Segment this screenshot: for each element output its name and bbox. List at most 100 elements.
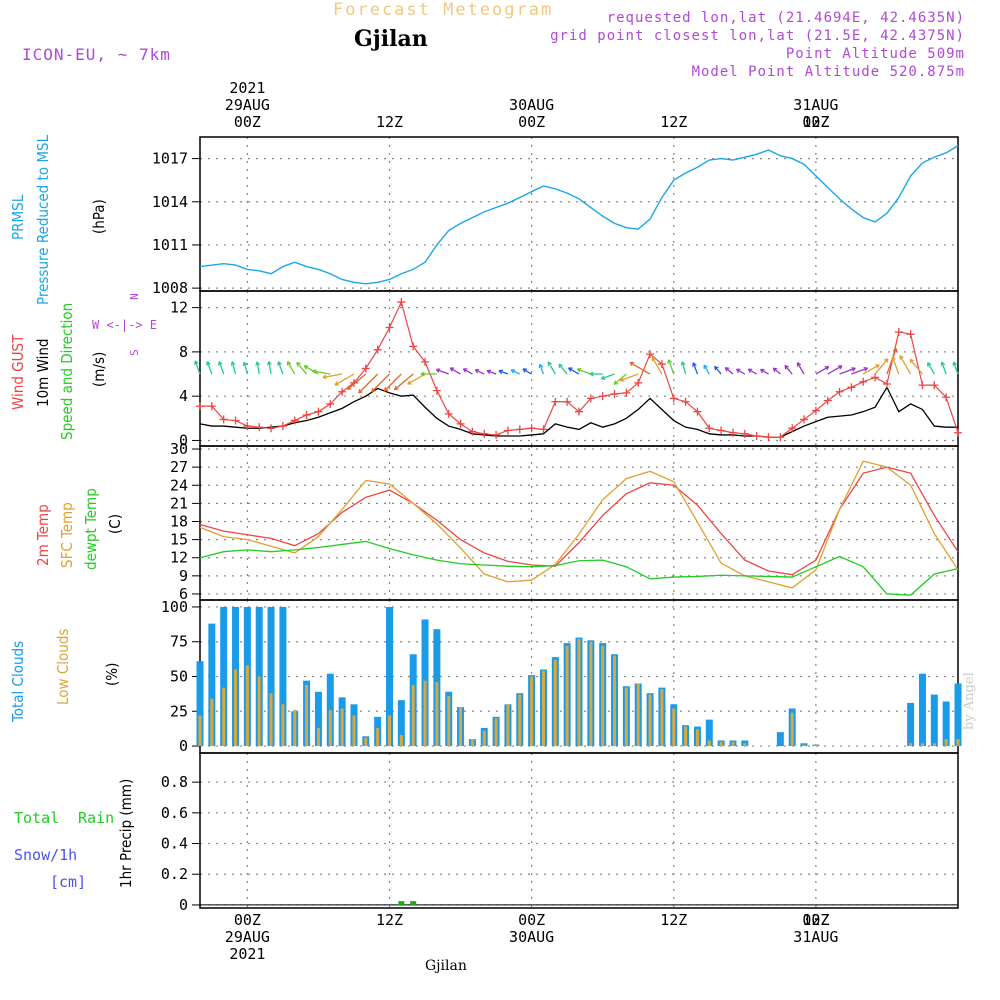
wind-arrow	[577, 368, 592, 375]
wind-arrowhead	[538, 363, 544, 369]
low-cloud-bar	[470, 739, 474, 747]
y-tick-label: 0.2	[161, 865, 188, 883]
wind-arrow	[358, 373, 379, 394]
wind-arrow	[474, 369, 485, 375]
y-tick-label: 30	[170, 440, 188, 458]
gust-marker	[811, 406, 820, 415]
wind-arrowhead	[629, 361, 634, 367]
gust-marker	[314, 407, 323, 416]
wind-arrowhead	[449, 367, 455, 372]
gust-marker	[835, 387, 844, 396]
low-cloud-bar	[352, 715, 356, 747]
gust-marker	[586, 394, 595, 403]
low-cloud-bar	[956, 739, 960, 747]
gust-marker	[326, 399, 335, 408]
y-tick-label: 1011	[152, 236, 188, 254]
low-cloud-bar	[577, 638, 581, 747]
wind-arrowhead	[747, 368, 753, 373]
wind-arrowhead	[940, 361, 946, 367]
wind-arrowhead	[498, 369, 503, 375]
wind-arrow	[463, 368, 473, 375]
low-cloud-bar	[743, 743, 747, 747]
gust-marker	[397, 298, 406, 307]
gust-marker	[669, 394, 678, 403]
gust-marker	[693, 407, 702, 416]
gust-marker	[657, 360, 666, 369]
wind-arrow	[322, 373, 343, 379]
wind-arrow	[772, 367, 781, 375]
wind-arrow	[498, 370, 509, 375]
gust-marker	[788, 424, 797, 433]
y-tick-label: 8	[179, 343, 188, 361]
low-cloud-bar	[222, 687, 226, 747]
low-cloud-bar	[399, 734, 403, 747]
wind-arrow	[243, 361, 249, 375]
rain-bar	[410, 901, 417, 905]
y-tick-label: 0.6	[161, 804, 188, 822]
gust-marker	[752, 432, 761, 441]
time-label: 2021 29AUG 00Z	[224, 79, 270, 131]
wind-arrow	[629, 361, 651, 375]
time-label: 31AUG 00Z	[793, 96, 839, 131]
wind-arrow	[724, 367, 734, 375]
wind-arrowhead	[510, 369, 516, 374]
gust-marker	[219, 415, 228, 424]
wind-arrow	[874, 358, 889, 375]
low-cloud-bar	[364, 737, 368, 747]
wind-arrowhead	[952, 361, 958, 367]
wind-arrow	[558, 363, 568, 375]
gust-marker	[468, 427, 477, 436]
wind-arrowhead	[334, 381, 339, 386]
gust-marker	[740, 429, 749, 438]
y-tick-label: 1008	[152, 279, 188, 297]
low-cloud-bar	[198, 715, 202, 747]
gust-marker	[349, 378, 358, 387]
low-cloud-bar	[305, 684, 309, 747]
low-cloud-bar	[695, 729, 699, 747]
total-cloud-bar	[386, 606, 393, 747]
low-cloud-bar	[447, 695, 451, 747]
y-tick-label: 4	[179, 387, 188, 405]
low-cloud-bar	[802, 744, 806, 747]
y-tick-label: 0	[179, 896, 188, 914]
sfc-temp-line	[199, 460, 959, 589]
wind-arrowhead	[547, 361, 553, 366]
wind-arrow	[714, 365, 722, 375]
low-cloud-bar	[281, 704, 285, 747]
low-cloud-bar	[459, 707, 463, 747]
y-tick-label: 50	[170, 668, 188, 686]
wind-arrowhead	[474, 368, 480, 374]
wind-arrowhead	[589, 371, 594, 377]
low-cloud-bar	[435, 682, 439, 747]
gust-marker	[255, 423, 264, 432]
wind-arrow	[953, 361, 959, 375]
wind-arrow	[703, 364, 710, 375]
gust-marker	[456, 419, 465, 428]
gust-marker	[705, 424, 714, 433]
wind-arrow	[206, 361, 213, 375]
low-cloud-bar	[909, 743, 913, 747]
wind-arrow	[436, 368, 449, 375]
total-cloud-bar	[907, 702, 915, 747]
low-cloud-bar	[316, 727, 320, 747]
total-cloud-bar	[314, 691, 322, 747]
low-cloud-bar	[719, 741, 723, 747]
wind-arrow	[371, 373, 390, 393]
wind-arrowhead	[824, 366, 830, 371]
gust-marker	[480, 429, 489, 438]
wind-arrow	[194, 360, 201, 375]
rain-label: Rain	[78, 809, 115, 827]
wind-arrowhead	[383, 386, 389, 392]
low-cloud-bar	[340, 708, 344, 747]
wind-arrow	[256, 361, 260, 375]
total-cloud-bar	[208, 623, 216, 747]
wind-arrowhead	[312, 369, 317, 374]
gust-marker	[634, 378, 643, 387]
time-label: 12Z	[660, 113, 688, 131]
wind-arrow	[231, 361, 237, 375]
wind-arrow	[449, 367, 461, 375]
gust-marker	[385, 323, 394, 332]
wind-arrow	[827, 365, 843, 375]
y-tick-label: 21	[170, 494, 188, 512]
low-cloud-bar	[944, 739, 948, 747]
